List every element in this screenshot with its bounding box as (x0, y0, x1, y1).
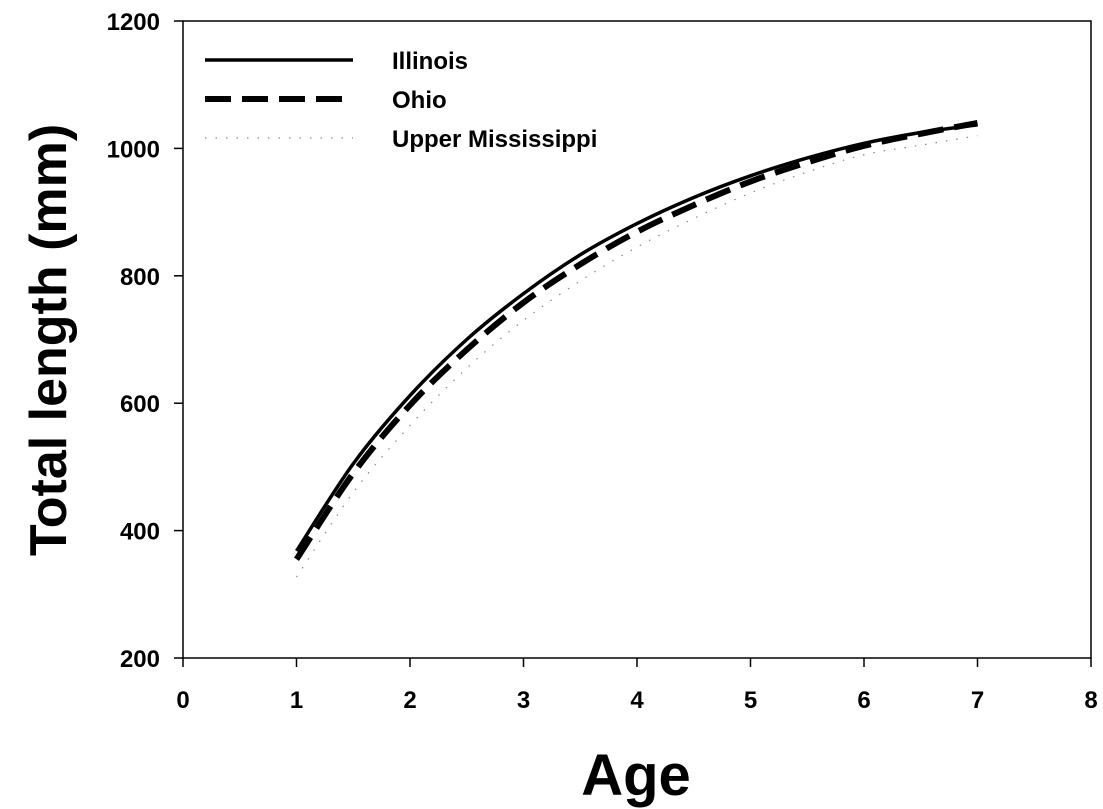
y-tick-label: 800 (120, 264, 160, 291)
series-line-upper-mississippi (296, 135, 978, 578)
plot-frame (182, 20, 1092, 659)
x-tick-label: 5 (744, 687, 757, 714)
y-tick-label: 1200 (107, 9, 160, 36)
series-lines (293, 119, 979, 578)
y-tick-label: 400 (120, 519, 160, 546)
series-line-illinois (295, 123, 978, 552)
y-tick-label: 200 (120, 646, 160, 673)
axes: 0 1 2 3 4 5 6 7 8 200 400 600 800 1000 1200 (107, 9, 1098, 714)
legend-label-illinois: Illinois (392, 48, 468, 75)
legend-label-upper-mississippi: Upper Mississippi (392, 126, 597, 153)
legend: Illinois Ohio Upper Mississippi (205, 48, 597, 153)
y-tick-label: 600 (120, 391, 160, 418)
x-tick-label: 2 (403, 687, 416, 714)
legend-label-ohio: Ohio (392, 87, 447, 114)
y-tick-label: 1000 (107, 136, 160, 163)
y-axis-title: Total length (mm) (20, 124, 78, 556)
series-line-ohio (293, 119, 979, 561)
x-tick-label: 8 (1084, 687, 1097, 714)
x-tick-label: 0 (176, 687, 189, 714)
x-axis-title: Age (581, 743, 691, 808)
x-tick-label: 7 (971, 687, 984, 714)
x-tick-label: 4 (630, 687, 644, 714)
x-tick-label: 3 (517, 687, 530, 714)
x-tick-label: 6 (857, 687, 870, 714)
x-tick-label: 1 (290, 687, 303, 714)
